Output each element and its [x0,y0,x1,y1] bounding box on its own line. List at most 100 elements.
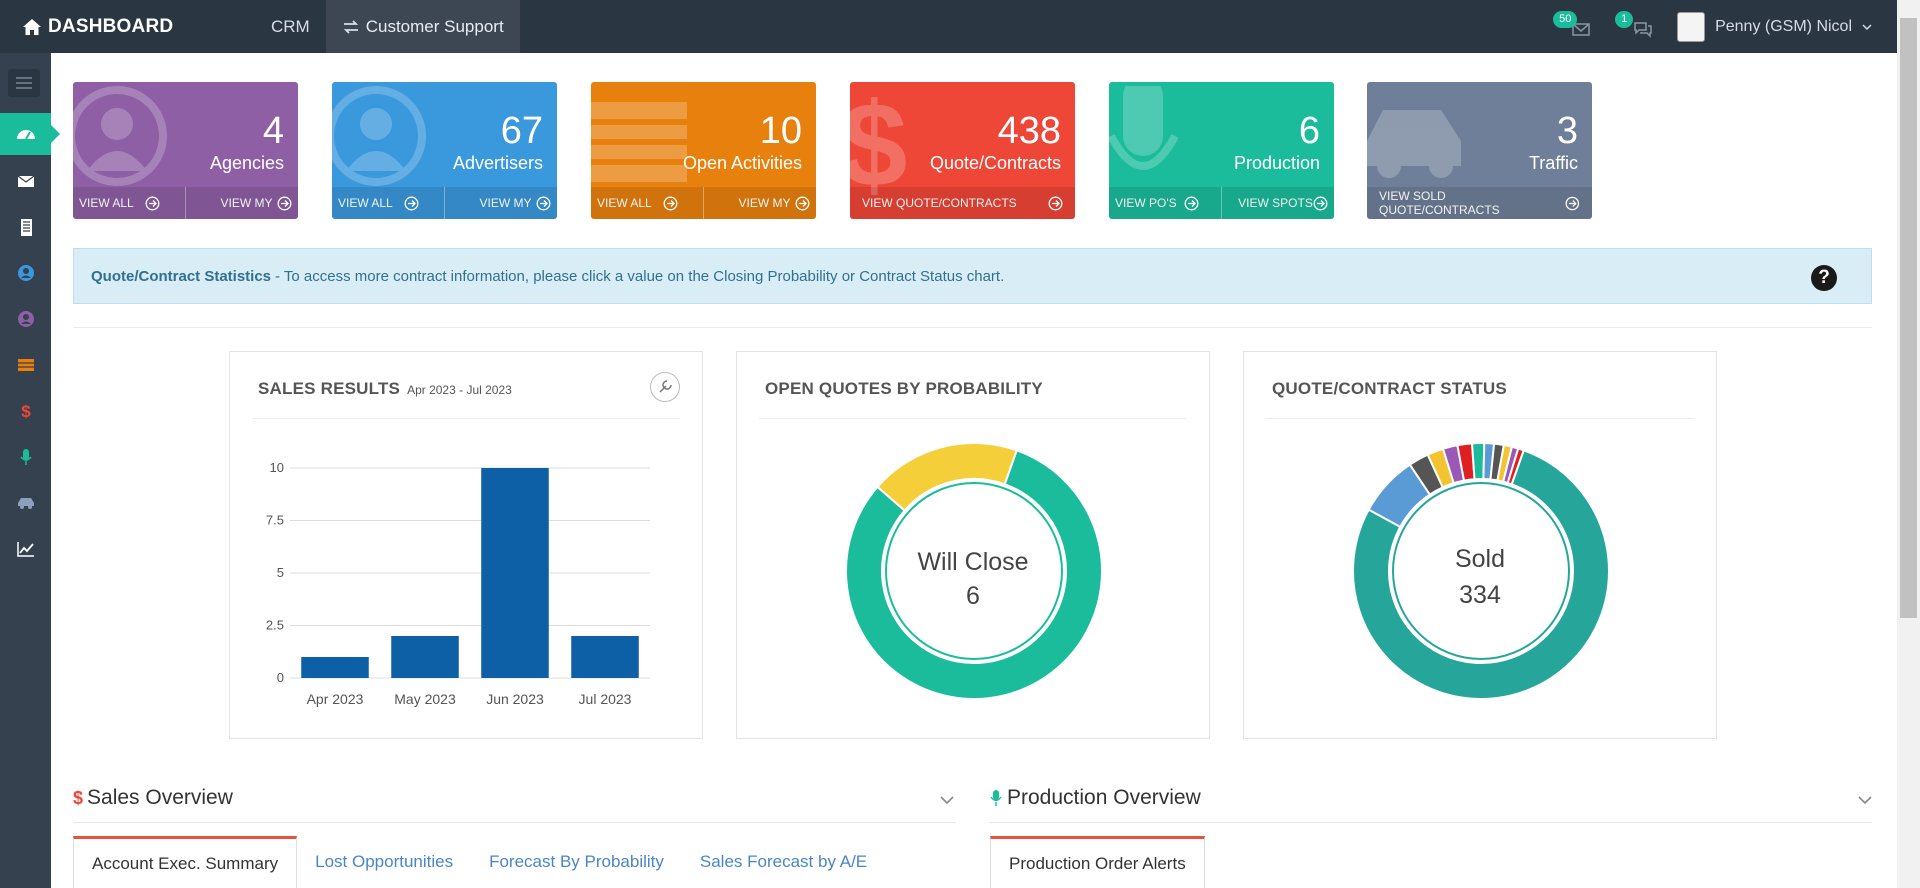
tile-activities-view-all-link[interactable]: VIEW ALL [591,187,703,219]
messages-notification[interactable]: 50 [1553,0,1593,53]
sales-overview-header[interactable]: $ Sales Overview [73,786,233,810]
scrollbar-thumb[interactable] [1900,18,1917,618]
sidebar-item-traffic[interactable] [0,482,51,524]
open-quotes-center-value: 6 [737,582,1209,611]
tile-agencies-view-all-link[interactable]: VIEW ALL [73,187,185,219]
sidebar-item-messages[interactable] [0,160,51,202]
sidebar-item-advertisers[interactable] [0,252,51,294]
view-pos-label: VIEW PO'S [1115,196,1177,210]
sidebar-item-dashboard[interactable] [0,113,51,155]
sales-overview-title: Sales Overview [87,786,233,810]
chevron-down-icon[interactable] [939,794,955,806]
sidebar-item-contracts[interactable]: $ [0,390,51,432]
sidebar-item-agencies[interactable] [0,298,51,340]
tile-production-footer: VIEW PO'S VIEW SPOTS [1109,187,1334,219]
x-tick-label: May 2023 [394,691,456,707]
dollar-icon: $ [73,788,83,809]
tab-account-exec-summary[interactable]: Account Exec. Summary [73,836,297,888]
tab-forecast-by-probability[interactable]: Forecast By Probability [471,836,682,888]
sidebar-item-documents[interactable] [0,206,51,248]
user-menu[interactable]: Penny (GSM) Nicol [1677,12,1872,42]
info-text: - To access more contract information, p… [275,268,1004,285]
bar[interactable] [571,636,639,678]
y-tick-label: 10 [270,460,284,475]
tile-production-count: 6 [1299,110,1320,153]
nav-crm[interactable]: CRM [255,0,326,53]
tile-advertisers-label: Advertisers [453,153,543,174]
x-tick-label: Apr 2023 [307,691,364,707]
bar[interactable] [391,636,459,678]
pie-slice[interactable] [878,443,1017,511]
menu-icon [14,76,34,90]
arrow-circle-right-icon [277,196,292,211]
scrollbar[interactable] [1897,0,1920,888]
contract-status-center-value: 334 [1244,581,1716,610]
sidebar-item-reports[interactable] [0,528,51,570]
chart-settings-button[interactable] [650,372,680,402]
top-right-area: 50 1 Penny (GSM) Nicol [1553,0,1872,53]
chat-count-badge: 1 [1615,11,1633,28]
dollar-icon: $ [850,86,954,196]
view-spots-label: VIEW SPOTS [1238,196,1313,210]
tile-advertisers-footer: VIEW ALL VIEW MY [332,187,557,219]
tab-sales-forecast-by-ae[interactable]: Sales Forecast by A/E [682,836,885,888]
tile-production-view-pos-link[interactable]: VIEW PO'S [1109,187,1221,219]
tab-production-order-alerts[interactable]: Production Order Alerts [990,836,1205,888]
production-overview-header[interactable]: Production Overview [990,786,1201,810]
tile-traffic-view-link[interactable]: VIEW SOLD QUOTE/CONTRACTS [1367,187,1592,219]
divider [73,822,956,823]
tile-agencies-label: Agencies [210,153,284,174]
sidebar-item-production[interactable] [0,436,51,478]
microphone-icon [990,789,1002,807]
sales-results-range: Apr 2023 - Jul 2023 [407,383,512,397]
tile-advertisers-view-all-link[interactable]: VIEW ALL [332,187,444,219]
user-circle-icon [15,309,37,329]
view-my-label: VIEW MY [220,196,272,210]
microphone-icon [15,447,37,467]
nav-customer-support-label: Customer Support [366,17,504,37]
arrow-circle-right-icon [145,196,160,211]
brand-label: DASHBOARD [48,16,173,38]
production-overview-title: Production Overview [1007,786,1201,810]
tile-advertisers: 67 Advertisers VIEW ALL VIEW MY [332,82,557,219]
sidebar-toggle-button[interactable] [8,69,40,97]
tile-production-view-spots-link[interactable]: VIEW SPOTS [1221,187,1334,219]
nav-customer-support[interactable]: Customer Support [326,0,520,53]
tile-activities-view-my-link[interactable]: VIEW MY [703,187,816,219]
portlet-divider [759,418,1187,419]
help-icon[interactable]: ? [1811,265,1837,291]
x-tick-label: Jun 2023 [486,691,544,707]
y-tick-label: 7.5 [266,513,284,528]
tile-traffic-label: Traffic [1529,153,1578,174]
bar[interactable] [301,657,369,678]
divider [73,327,1872,328]
sales-results-bar-chart: 02.557.510Apr 2023 May 2023 Jun 2023 Jul 20… [230,422,704,722]
tile-traffic-count: 3 [1557,110,1578,153]
svg-text:$: $ [21,402,31,421]
avatar [1677,12,1705,42]
line-chart-icon [15,539,37,559]
tile-agencies-view-my-link[interactable]: VIEW MY [185,187,298,219]
y-tick-label: 5 [277,565,284,580]
dashboard-brand-link[interactable]: DASHBOARD [0,0,175,53]
tab-lost-opportunities[interactable]: Lost Opportunities [297,836,471,888]
bar[interactable] [481,468,549,678]
x-tick-label: Jul 2023 [579,691,632,707]
open-quotes-donut-chart [737,422,1211,732]
chat-notification[interactable]: 1 [1615,0,1655,53]
car-icon [15,493,37,513]
sidebar-item-activities[interactable] [0,344,51,386]
arrow-circle-right-icon [663,196,678,211]
chevron-down-icon[interactable] [1857,794,1873,806]
contract-status-title: QUOTE/CONTRACT STATUS [1272,379,1507,399]
wrench-icon [657,379,673,395]
arrow-circle-right-icon [536,196,551,211]
arrow-circle-right-icon [1313,196,1328,211]
chevron-down-icon [1862,23,1872,31]
dollar-icon: $ [15,401,37,421]
pie-slice[interactable] [1472,443,1484,479]
chat-icon [1633,20,1653,38]
tile-advertisers-view-my-link[interactable]: VIEW MY [444,187,557,219]
tile-contracts-view-link[interactable]: VIEW QUOTE/CONTRACTS [850,187,1075,219]
messages-count-badge: 50 [1553,11,1577,28]
